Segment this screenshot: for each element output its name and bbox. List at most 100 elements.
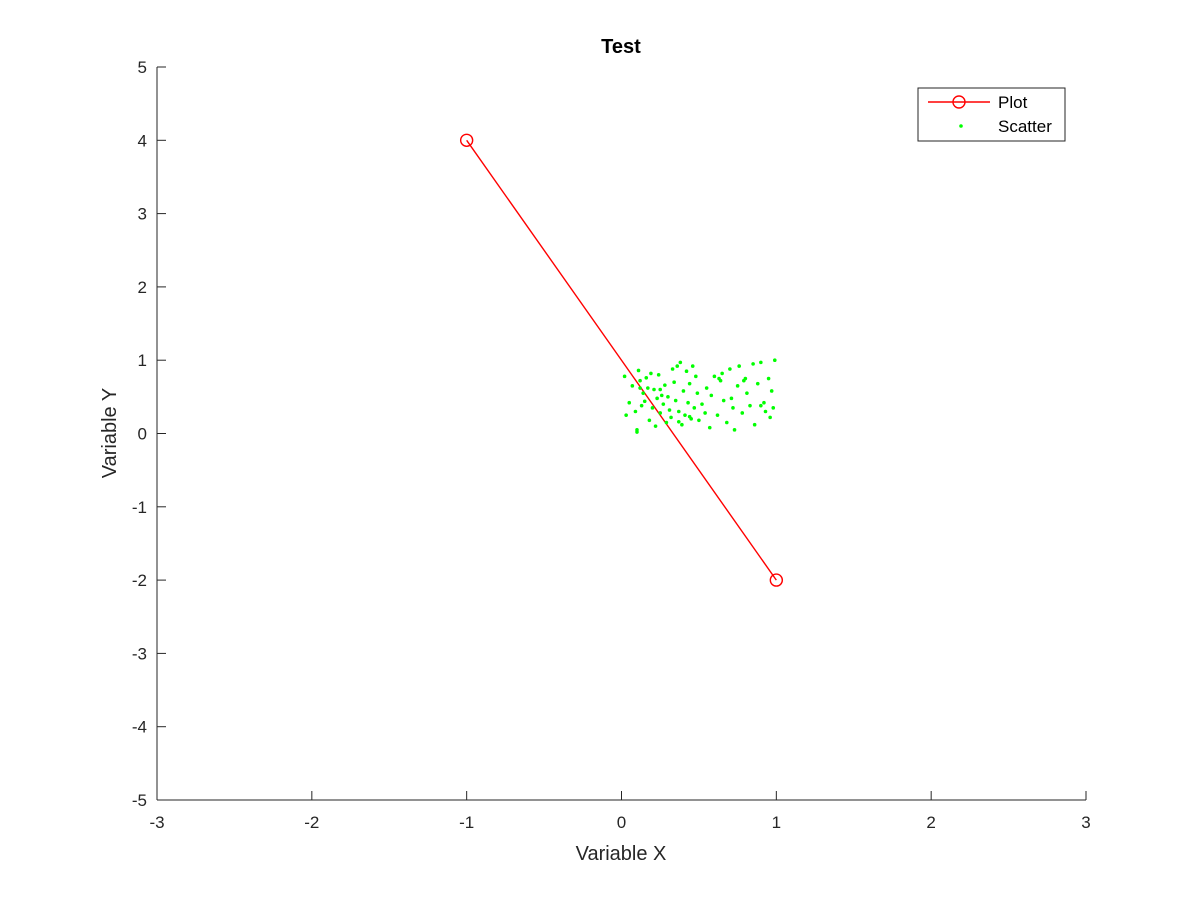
y-tick-label: -5: [132, 791, 147, 810]
scatter-point: [658, 411, 663, 415]
scatter-point: [666, 395, 670, 399]
scatter-point: [694, 374, 698, 379]
scatter-point: [690, 364, 695, 368]
x-tick-label: -3: [149, 813, 164, 832]
scatter-point: [707, 425, 712, 430]
scatter-point: [759, 403, 763, 408]
y-tick-label: 5: [138, 58, 147, 77]
y-tick-label: -3: [132, 644, 147, 663]
scatter-point: [763, 409, 768, 414]
y-tick-label: -1: [132, 498, 147, 517]
scatter-point: [678, 360, 683, 365]
scatter-point: [644, 375, 649, 380]
y-tick-label: -4: [132, 718, 147, 737]
scatter-point: [728, 367, 732, 371]
scatter-point: [683, 413, 687, 417]
x-tick-label: -2: [304, 813, 319, 832]
scatter-point: [667, 408, 672, 412]
scatter-point: [624, 413, 628, 417]
scatter-point: [652, 387, 656, 392]
scatter-point: [729, 396, 734, 401]
scatter-point: [769, 389, 774, 393]
scatter-point: [732, 428, 737, 432]
legend-scatter-marker: [959, 124, 963, 128]
scatter-point: [762, 400, 766, 405]
legend: Plot Scatter: [917, 87, 1066, 142]
scatter-point: [695, 391, 700, 395]
scatter-point: [635, 428, 639, 432]
y-tick-label: -2: [132, 571, 147, 590]
scatter-point: [675, 364, 680, 368]
legend-box: [917, 87, 1066, 142]
scatter-point: [663, 383, 667, 387]
scatter-point: [724, 420, 729, 425]
scatter-point: [641, 391, 645, 395]
scatter-point: [638, 378, 642, 383]
scatter-point: [771, 406, 776, 410]
scatter-point: [669, 415, 673, 420]
y-tick-label: 0: [138, 425, 147, 444]
scatter-point: [766, 376, 771, 381]
scatter-point: [684, 369, 689, 373]
scatter-point: [772, 358, 777, 363]
y-tick-label: 1: [138, 351, 147, 370]
scatter-point: [687, 414, 692, 419]
scatter-point: [647, 418, 652, 423]
scatter-point: [687, 381, 692, 386]
scatter-point: [633, 409, 638, 414]
y-tick-label: 3: [138, 205, 147, 224]
x-tick-label: 1: [772, 813, 781, 832]
chart-title: Test: [601, 36, 641, 58]
scatter-point: [717, 376, 721, 381]
scatter-point: [627, 400, 632, 405]
scatter-point: [742, 378, 746, 383]
scatter-point: [622, 374, 627, 379]
scatter-point: [740, 411, 745, 415]
scatter-point: [692, 406, 697, 410]
scatter-point: [703, 411, 707, 415]
scatter-point: [650, 406, 655, 410]
scatter-point: [676, 419, 681, 424]
scatter-point: [658, 387, 663, 392]
legend-label-scatter: Scatter: [998, 117, 1052, 136]
plot-marker: [769, 573, 784, 587]
x-tick-label: 2: [926, 813, 935, 832]
scatter-point: [661, 402, 666, 406]
scatter-point: [656, 373, 661, 377]
scatter-point: [709, 393, 714, 398]
scatter-point: [712, 374, 717, 379]
plot-area: [459, 133, 784, 587]
scatter-point: [670, 367, 675, 371]
scatter-point: [745, 391, 749, 395]
scatter-point: [768, 415, 772, 420]
scatter-point: [737, 364, 741, 368]
scatter-point: [748, 403, 752, 408]
x-tick-label: -1: [459, 813, 474, 832]
scatter-point: [680, 422, 684, 427]
scatter-point: [676, 409, 681, 414]
scatter-point: [720, 371, 724, 376]
scatter-point: [681, 389, 686, 393]
scatter-point: [636, 368, 641, 373]
legend-plot-marker: [952, 95, 966, 109]
scatter-point: [673, 398, 678, 403]
scatter-point: [630, 384, 635, 388]
scatter-point: [759, 360, 763, 365]
y-axis-label: Variable Y: [99, 388, 121, 478]
scatter-point: [664, 420, 669, 425]
series-line-plot: [466, 139, 777, 581]
plot-marker: [459, 133, 474, 148]
scatter-point: [639, 403, 644, 408]
scatter-point: [751, 362, 755, 366]
scatter-point: [755, 381, 760, 386]
x-tick-label: 3: [1081, 813, 1090, 832]
scatter-point: [659, 393, 664, 398]
scatter-point: [735, 384, 740, 388]
scatter-point: [715, 413, 720, 417]
scatter-point: [672, 380, 676, 384]
scatter-point: [642, 399, 647, 404]
scatter-point: [704, 386, 709, 390]
scatter-point: [655, 396, 659, 401]
x-tick-label: 0: [617, 813, 626, 832]
